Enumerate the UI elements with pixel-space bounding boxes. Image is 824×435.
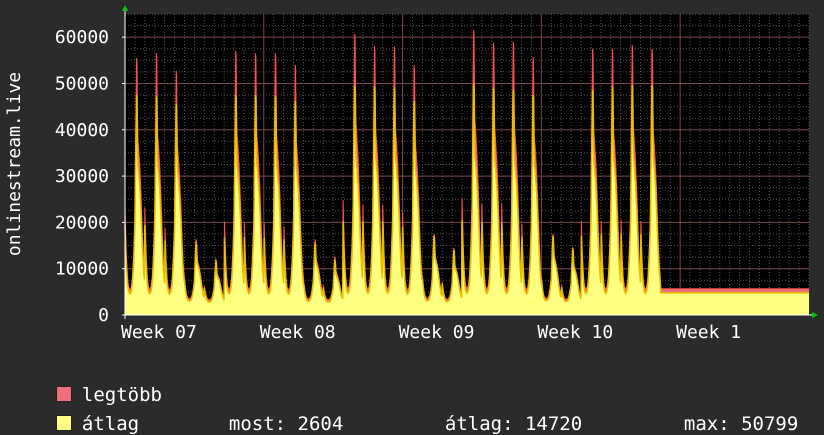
x-tick-label: Week 09: [399, 322, 475, 343]
series-max-line: [124, 30, 809, 301]
x-tick-label: Week 10: [537, 322, 613, 343]
legend-item-avg: átlag: [33, 391, 139, 435]
x-axis-arrow: [812, 312, 818, 318]
legend-label-avg: átlag: [81, 413, 140, 435]
x-tick-label: Week 08: [260, 322, 336, 343]
y-tick-label: 0: [98, 305, 109, 326]
y-axis-arrow: [122, 5, 128, 11]
stat-avg-value: 14720: [524, 413, 583, 435]
y-tick-label: 60000: [55, 27, 109, 48]
stat-max-label: max:: [683, 413, 730, 435]
stat-avg: átlag: 14720: [422, 391, 582, 435]
x-tick-labels: Week 07 Week 08 Week 09 Week 10 Week 1: [121, 322, 741, 343]
legend-label-max: legtöbb: [81, 384, 162, 406]
y-tick-label: 30000: [55, 166, 109, 187]
stat-avg-label: átlag:: [444, 413, 514, 435]
y-tick-label: 20000: [55, 212, 109, 233]
legend-item-max: legtöbb: [33, 362, 162, 406]
legend-swatch-max: [55, 386, 72, 402]
x-tick-label: Week 07: [121, 322, 197, 343]
stat-now: most: 2604: [206, 391, 343, 435]
axes: [122, 5, 818, 319]
y-tick-label: 10000: [55, 259, 109, 280]
stat-max: max: 50799: [661, 391, 798, 435]
stat-now-value: 2604: [297, 413, 344, 435]
y-axis-label: onlinestream.live: [4, 72, 25, 256]
legend-swatch-avg: [55, 415, 72, 431]
y-tick-label: 40000: [55, 120, 109, 141]
stat-max-value: 50799: [741, 413, 799, 435]
x-tick-label: Week 1: [676, 322, 741, 343]
series-avg-line: [124, 83, 809, 304]
stat-now-label: most:: [228, 413, 287, 435]
y-tick-label: 50000: [55, 73, 109, 94]
y-tick-labels: 0 10000 20000 30000 40000 50000 60000: [55, 27, 125, 326]
